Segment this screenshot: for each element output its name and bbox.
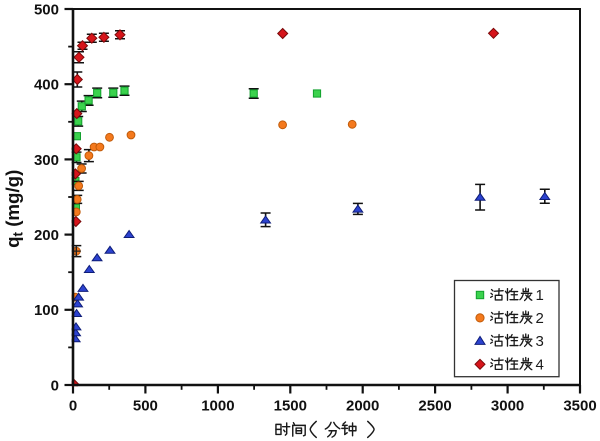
svg-text:2500: 2500 (418, 398, 451, 415)
svg-text:100: 100 (34, 302, 59, 319)
svg-text:3000: 3000 (491, 398, 524, 415)
svg-text:1000: 1000 (201, 398, 234, 415)
svg-text:300: 300 (34, 152, 59, 169)
svg-text:2000: 2000 (346, 398, 379, 415)
svg-text:500: 500 (133, 398, 158, 415)
svg-text:0: 0 (51, 377, 59, 394)
svg-text:1: 1 (536, 287, 544, 304)
svg-text:500: 500 (34, 1, 59, 18)
svg-text:2: 2 (536, 310, 544, 327)
svg-text:qt (mg/g): qt (mg/g) (2, 170, 25, 248)
svg-text:4: 4 (536, 357, 544, 374)
svg-text:0: 0 (69, 398, 77, 415)
svg-text:3: 3 (536, 333, 544, 350)
svg-text:3500: 3500 (563, 398, 596, 415)
svg-text:1500: 1500 (274, 398, 307, 415)
svg-text:400: 400 (34, 77, 59, 94)
svg-text:200: 200 (34, 227, 59, 244)
